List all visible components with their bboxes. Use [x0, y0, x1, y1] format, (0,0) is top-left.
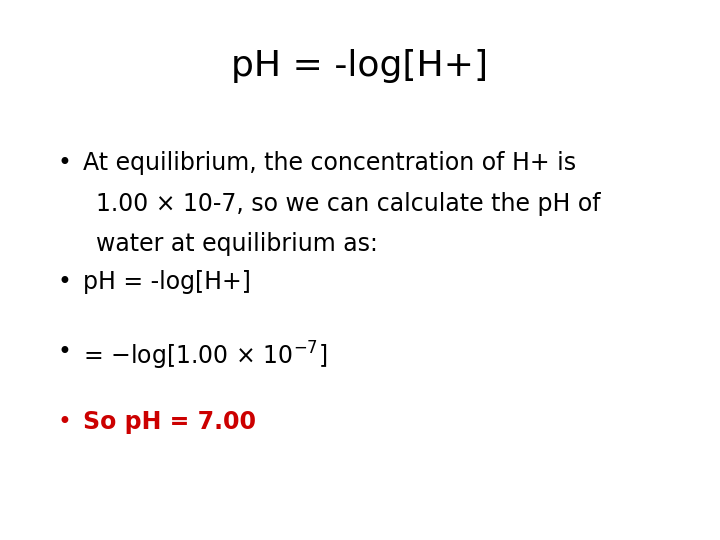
Text: pH = -log[H+]: pH = -log[H+] — [83, 270, 251, 294]
Text: So pH = 7.00: So pH = 7.00 — [83, 410, 256, 434]
Text: 1.00 × 10-7, so we can calculate the pH of: 1.00 × 10-7, so we can calculate the pH … — [96, 192, 600, 215]
Text: •: • — [58, 410, 71, 434]
Text: •: • — [58, 151, 71, 175]
Text: pH = -log[H+]: pH = -log[H+] — [231, 49, 489, 83]
Text: water at equilibrium as:: water at equilibrium as: — [96, 232, 377, 256]
Text: At equilibrium, the concentration of H+ is: At equilibrium, the concentration of H+ … — [83, 151, 576, 175]
Text: •: • — [58, 340, 71, 364]
Text: •: • — [58, 270, 71, 294]
Text: = $-$log[1.00 $\times$ 10$^{-7}$]: = $-$log[1.00 $\times$ 10$^{-7}$] — [83, 340, 327, 373]
